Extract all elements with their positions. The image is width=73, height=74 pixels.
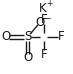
Text: −: − xyxy=(43,13,50,22)
Text: O: O xyxy=(23,51,32,64)
Text: O: O xyxy=(1,30,10,44)
Text: +: + xyxy=(46,0,52,8)
Text: S: S xyxy=(24,30,31,44)
Text: F: F xyxy=(41,48,47,61)
Text: F: F xyxy=(41,13,47,26)
Text: K: K xyxy=(39,2,46,15)
Text: O: O xyxy=(36,16,45,29)
Text: F: F xyxy=(58,30,65,44)
